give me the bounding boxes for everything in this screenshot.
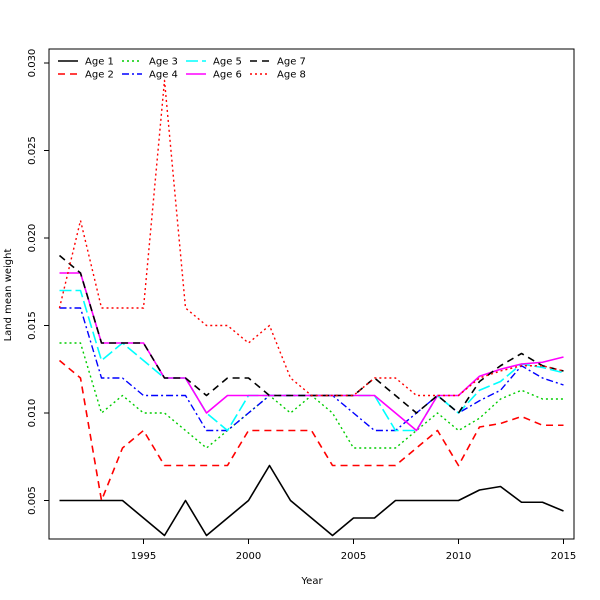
series-line-age-7 (58, 254, 564, 414)
series-line-age-2 (58, 359, 564, 502)
series-line-age-6 (59, 272, 564, 432)
y-tick-label-3: 0.020 (27, 224, 38, 253)
x-axis-title: Year (300, 576, 323, 587)
y-axis-title: Land mean weight (3, 249, 14, 342)
legend-label-age-4: Age 4 (149, 70, 178, 81)
legend: Age 1 Age 2 Age 3 Age 4 Age 5 Age 6 Age 7 Age 8 (58, 57, 306, 81)
legend-label-age-6: Age 6 (213, 70, 242, 81)
series-layer (58, 79, 564, 537)
x-axis: 1995 2000 2005 2010 2015 (131, 539, 576, 562)
legend-label-age-8: Age 8 (277, 70, 306, 81)
series-line-age-5 (59, 289, 564, 432)
legend-label-age-7: Age 7 (277, 57, 306, 68)
y-tick-label-1: 0.010 (27, 399, 38, 428)
x-tick-label-2000: 2000 (236, 551, 261, 562)
legend-label-age-1: Age 1 (85, 57, 114, 68)
y-tick-label-4: 0.025 (27, 136, 38, 165)
legend-label-age-2: Age 2 (85, 70, 114, 81)
series-line-age-1 (59, 464, 564, 537)
x-tick-label-2005: 2005 (341, 551, 366, 562)
y-axis: 0.005 0.010 0.015 0.020 0.025 0.030 (27, 49, 49, 515)
y-tick-label-5: 0.030 (27, 49, 38, 78)
x-tick-label-2010: 2010 (446, 551, 471, 562)
y-tick-label-0: 0.005 (27, 486, 38, 515)
x-tick-label-2015: 2015 (551, 551, 576, 562)
y-tick-label-2: 0.015 (27, 311, 38, 340)
legend-label-age-5: Age 5 (213, 57, 242, 68)
series-line-age-4 (59, 307, 564, 432)
series-line-age-8 (58, 79, 564, 397)
x-tick-label-1995: 1995 (131, 551, 156, 562)
plot-frame (48, 48, 575, 540)
legend-label-age-3: Age 3 (149, 57, 178, 68)
